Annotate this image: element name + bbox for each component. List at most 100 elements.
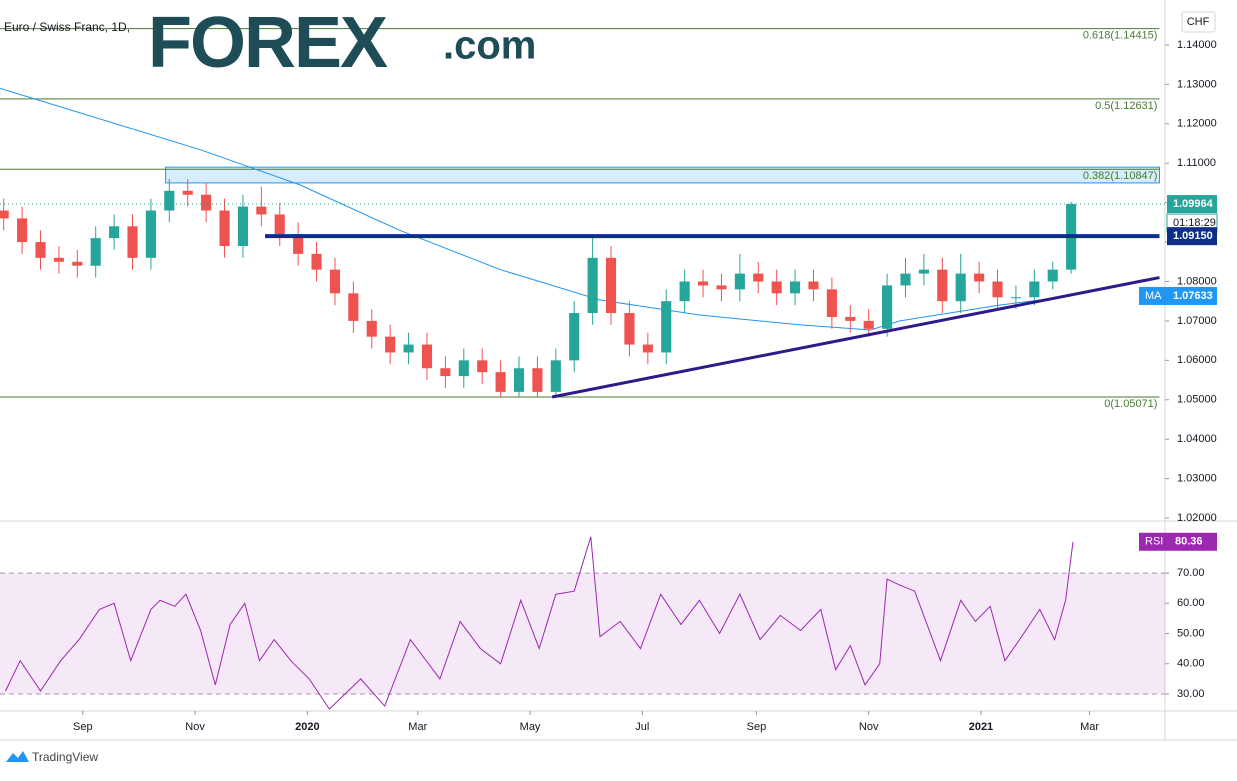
candle-body xyxy=(955,273,966,302)
logo-suffix: .com xyxy=(443,24,536,68)
candle-body xyxy=(53,257,64,262)
candle-body xyxy=(458,360,469,377)
rsi-name: RSI xyxy=(1145,536,1163,548)
x-tick-label: Nov xyxy=(859,721,879,733)
candle-body xyxy=(403,344,414,353)
candle-body xyxy=(974,273,985,282)
rsi-band xyxy=(0,573,1165,694)
footer-brand[interactable]: TradingView xyxy=(32,750,98,764)
x-tick-label: 2021 xyxy=(969,721,993,733)
y-tick-label: 1.03000 xyxy=(1177,473,1217,485)
moving-average xyxy=(0,87,1072,331)
ma-value: 1.07633 xyxy=(1173,290,1213,302)
y-tick-label: 1.06000 xyxy=(1177,354,1217,366)
candle-body xyxy=(237,206,248,247)
x-tick-label: Mar xyxy=(1080,721,1099,733)
candle-body xyxy=(366,320,377,337)
candle-body xyxy=(918,269,929,274)
y-tick-label: 1.11000 xyxy=(1177,157,1216,169)
candle-body xyxy=(495,372,506,392)
rsi-tick-label: 40.00 xyxy=(1177,658,1205,670)
candle-body xyxy=(624,313,635,345)
candle-body xyxy=(771,281,782,294)
candle-body xyxy=(587,257,598,314)
candle-body xyxy=(256,206,267,215)
y-tick-label: 1.13000 xyxy=(1177,78,1217,90)
candle-body xyxy=(17,218,28,243)
y-tick-label: 1.05000 xyxy=(1177,394,1217,406)
candle-body xyxy=(385,336,396,353)
rsi-box xyxy=(1139,532,1217,551)
trendline xyxy=(551,276,1160,399)
currency-box[interactable] xyxy=(1181,11,1216,33)
candle-body xyxy=(661,301,672,353)
candle-body xyxy=(550,360,561,392)
candle-body xyxy=(697,281,709,286)
y-tick-label: 1.07000 xyxy=(1177,315,1217,327)
currency[interactable]: CHF xyxy=(1187,16,1210,28)
candle-body xyxy=(1010,297,1021,299)
candle-body xyxy=(532,368,543,392)
candle-body xyxy=(274,214,285,235)
y-tick-label: 1.08000 xyxy=(1177,275,1217,287)
fib-label: 0.382(1.10847) xyxy=(1083,170,1158,182)
candle-body xyxy=(127,226,138,258)
fib-label: 0.618(1.14415) xyxy=(1083,29,1158,41)
candle-body xyxy=(293,234,304,254)
fib-label: 0.5(1.12631) xyxy=(1095,100,1157,112)
layers: 1.140001.130001.120001.110001.100001.090… xyxy=(0,28,1218,733)
candle-body xyxy=(605,257,617,314)
candle-body xyxy=(900,273,911,286)
y-tick-label: 1.14000 xyxy=(1177,39,1217,51)
candle-body xyxy=(72,261,83,266)
x-tick-label: Sep xyxy=(747,721,767,733)
tradingview-icon xyxy=(6,751,29,762)
candle-body xyxy=(937,269,948,302)
x-tick-label: May xyxy=(520,721,541,733)
candle-body xyxy=(182,190,193,195)
ma-name: MA xyxy=(1145,290,1162,302)
candle-body xyxy=(477,360,488,373)
candle-body xyxy=(90,238,101,266)
candle-body xyxy=(992,281,1003,298)
chart-title: Euro / Swiss Franc, 1D, xyxy=(4,20,130,34)
candle-body xyxy=(826,289,837,317)
last-price-label: 1.09964 xyxy=(1173,198,1214,210)
logo-main: FOREX xyxy=(148,3,388,83)
last-price-box xyxy=(1167,195,1217,214)
rsi-line xyxy=(5,536,1074,710)
candle-body xyxy=(219,210,230,247)
candle-body xyxy=(642,344,653,353)
x-tick-label: Nov xyxy=(185,721,205,733)
candle-body xyxy=(513,368,525,392)
x-tick-label: Sep xyxy=(73,721,93,733)
candle-body xyxy=(145,210,156,258)
candle-body xyxy=(1047,269,1058,282)
rsi-value: 80.36 xyxy=(1175,536,1203,548)
candle-body xyxy=(311,253,322,270)
candle-body xyxy=(863,320,874,329)
y-tick-label: 1.02000 xyxy=(1177,512,1217,524)
candle-body xyxy=(753,273,764,282)
candle-body xyxy=(329,269,341,294)
candle-body xyxy=(0,210,9,219)
candle-body xyxy=(109,226,120,239)
x-tick-label: Mar xyxy=(408,721,427,733)
candle-body xyxy=(35,242,46,258)
candle-body xyxy=(421,344,433,369)
support-box xyxy=(1167,227,1217,246)
candle-body xyxy=(716,285,727,290)
rsi-tick-label: 50.00 xyxy=(1177,627,1205,639)
candle-body xyxy=(808,281,819,290)
candle-body xyxy=(734,273,745,290)
candle-body xyxy=(440,368,451,377)
x-tick-label: Jul xyxy=(635,721,649,733)
countdown: 01:18:29 xyxy=(1173,217,1216,229)
y-tick-label: 1.04000 xyxy=(1177,433,1217,445)
rsi-tick-label: 60.00 xyxy=(1177,597,1205,609)
candle-body xyxy=(201,194,212,211)
